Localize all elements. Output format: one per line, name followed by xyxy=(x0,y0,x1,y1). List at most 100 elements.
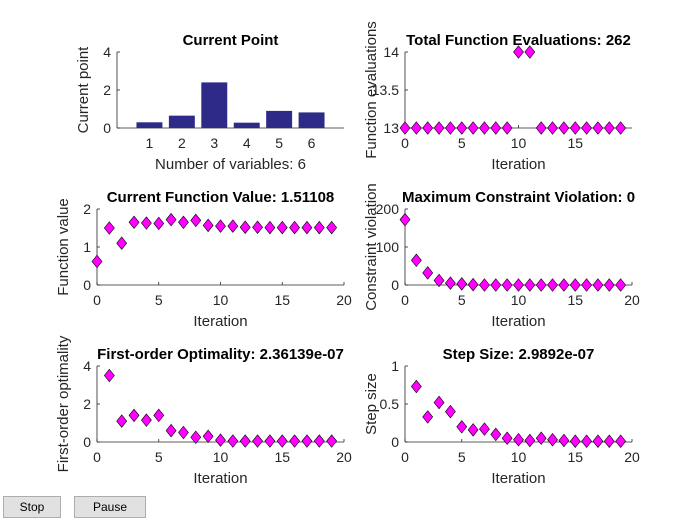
data-point xyxy=(153,408,165,423)
data-point xyxy=(141,216,152,230)
y-axis-label: Constraint violation xyxy=(363,183,380,311)
data-point xyxy=(289,434,300,448)
data-point xyxy=(501,278,513,292)
data-point xyxy=(592,278,604,292)
y-tick-label: 4 xyxy=(83,358,91,374)
x-tick-label: 5 xyxy=(458,135,466,151)
data-point xyxy=(91,254,103,269)
x-tick-label: 3 xyxy=(210,135,218,151)
data-point xyxy=(153,216,165,231)
y-tick-label: 2 xyxy=(83,396,91,412)
y-tick-label: 14 xyxy=(383,44,399,60)
bar-2 xyxy=(168,115,195,128)
stop-button[interactable]: Stop xyxy=(3,496,61,518)
data-point xyxy=(301,220,313,235)
data-point xyxy=(202,429,214,444)
data-point xyxy=(252,434,263,448)
chart-title: Current Function Value: 1.51108 xyxy=(107,189,335,206)
x-tick-label: 5 xyxy=(155,292,163,308)
data-point xyxy=(513,432,524,447)
data-point xyxy=(190,430,202,444)
data-point xyxy=(547,121,558,135)
data-point xyxy=(603,434,615,448)
bar-6 xyxy=(298,112,325,128)
y-tick-label: 2 xyxy=(83,201,91,217)
data-point xyxy=(410,121,422,135)
data-point xyxy=(264,434,276,448)
x-tick-label: 5 xyxy=(458,292,466,308)
x-tick-label: 10 xyxy=(511,449,527,465)
data-point xyxy=(227,219,239,233)
x-axis-label: Iteration xyxy=(193,313,247,330)
data-point xyxy=(399,212,411,227)
data-point xyxy=(603,121,615,135)
data-point xyxy=(558,121,570,135)
data-point xyxy=(569,278,581,292)
data-point xyxy=(264,220,276,235)
data-point xyxy=(422,121,434,135)
data-point xyxy=(103,221,115,235)
data-point xyxy=(581,278,592,292)
y-tick-label: 2 xyxy=(103,82,111,98)
y-axis-label: First-order optimality xyxy=(55,335,72,472)
data-point xyxy=(535,278,547,292)
data-point xyxy=(479,422,490,436)
data-point xyxy=(490,278,502,292)
data-point xyxy=(569,121,581,135)
data-point xyxy=(547,278,558,292)
data-point xyxy=(569,434,581,448)
data-point xyxy=(276,220,288,235)
data-point xyxy=(326,220,338,235)
data-point xyxy=(410,253,422,268)
data-point xyxy=(581,434,592,448)
bar-1 xyxy=(136,122,163,128)
data-point xyxy=(547,432,558,447)
data-point xyxy=(535,431,547,445)
data-point xyxy=(456,420,468,434)
y-axis-label: Step size xyxy=(363,373,380,435)
data-point xyxy=(227,434,239,448)
data-point xyxy=(165,423,177,438)
data-point xyxy=(239,434,251,448)
pause-button[interactable]: Pause xyxy=(74,496,146,518)
x-tick-label: 20 xyxy=(336,292,352,308)
y-tick-label: 4 xyxy=(103,44,111,60)
data-point xyxy=(116,414,128,428)
data-point xyxy=(178,425,189,440)
chart-title: Total Function Evaluations: 262 xyxy=(406,32,631,49)
data-point xyxy=(326,434,338,448)
data-point xyxy=(603,278,615,292)
data-point xyxy=(252,220,263,234)
x-tick-label: 15 xyxy=(567,135,583,151)
data-point xyxy=(422,410,434,424)
data-point xyxy=(202,218,214,233)
data-point xyxy=(289,220,300,235)
x-tick-label: 6 xyxy=(308,135,316,151)
x-tick-label: 10 xyxy=(213,292,229,308)
data-point xyxy=(215,219,226,233)
data-point xyxy=(524,278,536,292)
x-tick-label: 4 xyxy=(243,135,251,151)
x-axis-label: Iteration xyxy=(491,156,545,173)
chart-constraint-violation: Maximum Constraint Violation: 0 0 100 200 0 5… xyxy=(363,183,640,330)
data-point xyxy=(190,213,202,228)
data-point xyxy=(445,121,456,135)
data-point xyxy=(581,121,592,135)
data-point xyxy=(445,276,456,290)
chart-title: Current Point xyxy=(183,32,279,49)
data-point xyxy=(399,121,411,135)
data-point xyxy=(467,121,479,135)
x-axis-label: Iteration xyxy=(491,470,545,487)
x-tick-label: 0 xyxy=(401,292,409,308)
data-point xyxy=(456,277,468,291)
data-point xyxy=(513,45,524,59)
data-point xyxy=(467,423,479,437)
data-point xyxy=(276,434,288,448)
x-tick-label: 20 xyxy=(624,449,640,465)
data-point xyxy=(467,277,479,292)
chart-title: Step Size: 2.9892e-07 xyxy=(443,346,595,363)
y-tick-label: 0.5 xyxy=(380,396,400,412)
data-point xyxy=(524,45,536,59)
